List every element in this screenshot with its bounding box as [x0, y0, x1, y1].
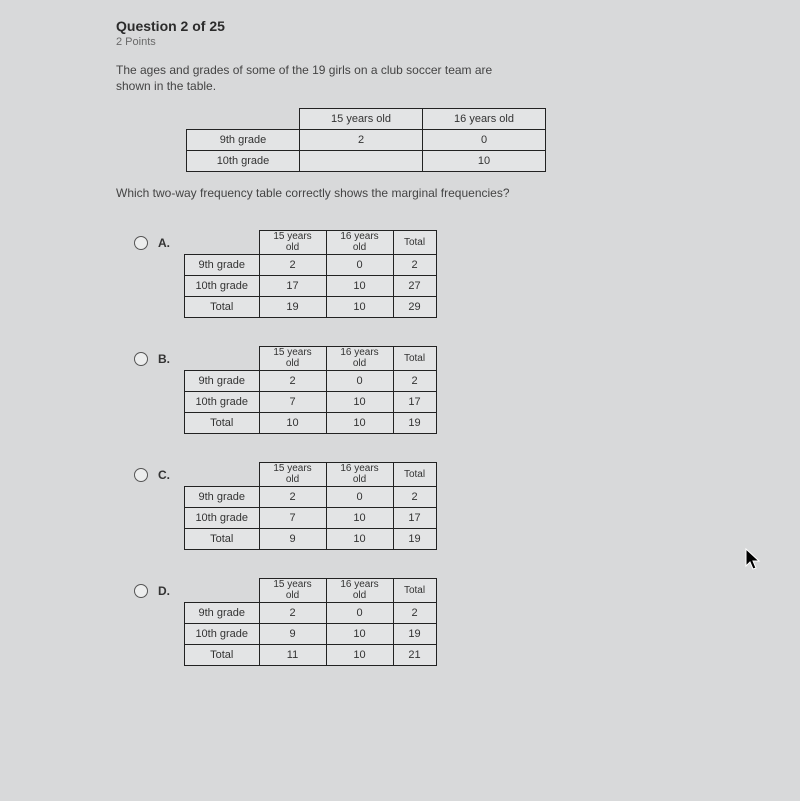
c-r1c1: 2: [259, 487, 326, 508]
col-16: 16 yearsold: [326, 231, 393, 255]
option-a[interactable]: A. 15 yearsold 16 yearsold Total 9th gra…: [134, 230, 800, 318]
a-r3c1: 19: [259, 297, 326, 318]
cell-9th-15: 2: [300, 130, 423, 151]
option-c[interactable]: C. 15 yearsold 16 yearsold Total 9th gra…: [134, 462, 800, 550]
col-15: 15 yearsold: [259, 579, 326, 603]
b-r2c2: 10: [326, 392, 393, 413]
option-label-a: A.: [158, 236, 174, 250]
a-r1c2: 0: [326, 255, 393, 276]
a-r2c1: 17: [259, 276, 326, 297]
row-total: Total: [185, 413, 260, 434]
option-c-table: 15 yearsold 16 yearsold Total 9th grade …: [184, 462, 437, 550]
blank-cell: [185, 347, 260, 371]
col-total: Total: [393, 347, 436, 371]
radio-b[interactable]: [134, 352, 148, 366]
b-r2c1: 7: [259, 392, 326, 413]
col-total: Total: [393, 579, 436, 603]
option-label-b: B.: [158, 352, 174, 366]
col-16: 16 yearsold: [326, 347, 393, 371]
row-10th: 10th grade: [185, 276, 260, 297]
question-title: Question 2 of 25: [116, 18, 800, 34]
blank-cell: [187, 109, 300, 130]
option-b-table: 15 yearsold 16 yearsold Total 9th grade …: [184, 346, 437, 434]
radio-c[interactable]: [134, 468, 148, 482]
c-r2c1: 7: [259, 508, 326, 529]
row-label-10th: 10th grade: [187, 151, 300, 172]
a-r2c3: 27: [393, 276, 436, 297]
c-r1c2: 0: [326, 487, 393, 508]
d-r2c1: 9: [259, 624, 326, 645]
c-r2c3: 17: [393, 508, 436, 529]
d-r1c1: 2: [259, 603, 326, 624]
row-9th: 9th grade: [185, 255, 260, 276]
d-r3c2: 10: [326, 645, 393, 666]
col-header-15: 15 years old: [300, 109, 423, 130]
d-r3c1: 11: [259, 645, 326, 666]
d-r1c3: 2: [393, 603, 436, 624]
b-r3c2: 10: [326, 413, 393, 434]
b-r2c3: 17: [393, 392, 436, 413]
row-total: Total: [185, 529, 260, 550]
answer-options: A. 15 yearsold 16 yearsold Total 9th gra…: [134, 230, 800, 666]
a-r2c2: 10: [326, 276, 393, 297]
col-total: Total: [393, 463, 436, 487]
blank-cell: [185, 231, 260, 255]
b-r1c2: 0: [326, 371, 393, 392]
row-label-9th: 9th grade: [187, 130, 300, 151]
row-total: Total: [185, 645, 260, 666]
col-15: 15 yearsold: [259, 231, 326, 255]
row-10th: 10th grade: [185, 392, 260, 413]
c-r1c3: 2: [393, 487, 436, 508]
row-9th: 9th grade: [185, 487, 260, 508]
option-d-table: 15 yearsold 16 yearsold Total 9th grade …: [184, 578, 437, 666]
given-table-wrap: 15 years old 16 years old 9th grade 2 0 …: [186, 108, 800, 172]
cell-10th-15: [300, 151, 423, 172]
row-10th: 10th grade: [185, 624, 260, 645]
d-r3c3: 21: [393, 645, 436, 666]
radio-d[interactable]: [134, 584, 148, 598]
d-r2c2: 10: [326, 624, 393, 645]
option-d[interactable]: D. 15 yearsold 16 yearsold Total 9th gra…: [134, 578, 800, 666]
option-a-table: 15 yearsold 16 yearsold Total 9th grade …: [184, 230, 437, 318]
cell-9th-16: 0: [423, 130, 546, 151]
col-16: 16 yearsold: [326, 579, 393, 603]
col-16: 16 yearsold: [326, 463, 393, 487]
option-b[interactable]: B. 15 yearsold 16 yearsold Total 9th gra…: [134, 346, 800, 434]
option-label-c: C.: [158, 468, 174, 482]
row-total: Total: [185, 297, 260, 318]
a-r1c3: 2: [393, 255, 436, 276]
question-points: 2 Points: [116, 36, 800, 48]
row-9th: 9th grade: [185, 371, 260, 392]
d-r1c2: 0: [326, 603, 393, 624]
given-table: 15 years old 16 years old 9th grade 2 0 …: [186, 108, 546, 172]
question-stem: The ages and grades of some of the 19 gi…: [116, 62, 546, 94]
c-r3c3: 19: [393, 529, 436, 550]
row-10th: 10th grade: [185, 508, 260, 529]
d-r2c3: 19: [393, 624, 436, 645]
a-r1c1: 2: [259, 255, 326, 276]
cell-10th-16: 10: [423, 151, 546, 172]
col-15: 15 yearsold: [259, 347, 326, 371]
option-label-d: D.: [158, 584, 174, 598]
b-r3c1: 10: [259, 413, 326, 434]
c-r2c2: 10: [326, 508, 393, 529]
blank-cell: [185, 579, 260, 603]
quiz-page: Question 2 of 25 2 Points The ages and g…: [0, 0, 800, 666]
radio-a[interactable]: [134, 236, 148, 250]
blank-cell: [185, 463, 260, 487]
question-followup: Which two-way frequency table correctly …: [116, 186, 800, 200]
a-r3c2: 10: [326, 297, 393, 318]
b-r1c3: 2: [393, 371, 436, 392]
col-total: Total: [393, 231, 436, 255]
stem-line-2: shown in the table.: [116, 79, 216, 93]
b-r3c3: 19: [393, 413, 436, 434]
col-header-16: 16 years old: [423, 109, 546, 130]
b-r1c1: 2: [259, 371, 326, 392]
row-9th: 9th grade: [185, 603, 260, 624]
col-15: 15 yearsold: [259, 463, 326, 487]
c-r3c1: 9: [259, 529, 326, 550]
stem-line-1: The ages and grades of some of the 19 gi…: [116, 63, 492, 77]
c-r3c2: 10: [326, 529, 393, 550]
a-r3c3: 29: [393, 297, 436, 318]
